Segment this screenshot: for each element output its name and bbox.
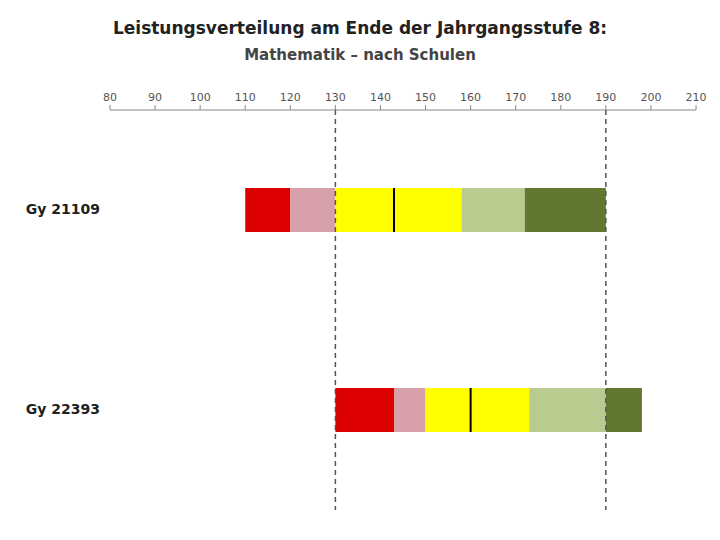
reference-line bbox=[605, 110, 607, 510]
bar-segment bbox=[606, 388, 642, 432]
tick-label: 140 bbox=[370, 91, 391, 104]
tick-mark bbox=[245, 105, 246, 110]
category-label: Gy 22393 bbox=[26, 401, 100, 417]
tick-mark bbox=[515, 105, 516, 110]
reference-line bbox=[335, 110, 337, 510]
tick-label: 170 bbox=[505, 91, 526, 104]
tick-label: 120 bbox=[280, 91, 301, 104]
bar-segment bbox=[335, 188, 394, 232]
segment-marker bbox=[393, 188, 395, 232]
bar-segment bbox=[426, 388, 471, 432]
tick-label: 130 bbox=[325, 91, 346, 104]
bar-segment bbox=[525, 188, 606, 232]
subtitle: Mathematik – nach Schulen bbox=[244, 46, 476, 64]
series bbox=[335, 188, 470, 432]
tick-label: 80 bbox=[103, 91, 117, 104]
tick-mark bbox=[425, 105, 426, 110]
bar-segment bbox=[394, 388, 426, 432]
x-axis: 80 90 100 110 120 130 140 150 160 170 180 190 200 210 bbox=[103, 91, 707, 110]
tick-label: 180 bbox=[550, 91, 571, 104]
chart-container: Leistungsverteilung am Ende der Jahrgang… bbox=[0, 0, 720, 540]
bar-segment bbox=[471, 388, 530, 432]
tick-mark bbox=[605, 105, 606, 110]
tick-label: 100 bbox=[190, 91, 211, 104]
category-label: Gy 21109 bbox=[26, 201, 100, 217]
series bbox=[394, 188, 529, 432]
plot-area bbox=[245, 110, 642, 510]
tick-mark bbox=[110, 105, 111, 110]
tick-label: 210 bbox=[686, 91, 707, 104]
tick-mark bbox=[155, 105, 156, 110]
tick-mark bbox=[696, 105, 697, 110]
tick-label: 160 bbox=[460, 91, 481, 104]
tick-mark bbox=[335, 105, 336, 110]
tick-mark bbox=[290, 105, 291, 110]
bar-segment bbox=[394, 188, 462, 232]
tick-mark bbox=[560, 105, 561, 110]
tick-label: 110 bbox=[235, 91, 256, 104]
chart: Leistungsverteilung am Ende der Jahrgang… bbox=[0, 0, 720, 540]
bar-segment bbox=[462, 188, 525, 232]
tick-mark bbox=[200, 105, 201, 110]
tick-label: 90 bbox=[148, 91, 162, 104]
series bbox=[245, 188, 394, 432]
tick-label: 150 bbox=[415, 91, 436, 104]
series bbox=[525, 188, 642, 432]
axis-line bbox=[110, 110, 696, 111]
tick-label: 200 bbox=[640, 91, 661, 104]
tick-mark bbox=[650, 105, 651, 110]
series bbox=[462, 188, 606, 432]
tick-mark bbox=[380, 105, 381, 110]
tick-label: 190 bbox=[595, 91, 616, 104]
tick-mark bbox=[470, 105, 471, 110]
bar-segment bbox=[529, 388, 606, 432]
bar-segment bbox=[335, 388, 394, 432]
title: Leistungsverteilung am Ende der Jahrgang… bbox=[113, 18, 607, 38]
segment-marker bbox=[470, 388, 472, 432]
bar-segment bbox=[245, 188, 290, 232]
bar-segment bbox=[290, 188, 335, 232]
